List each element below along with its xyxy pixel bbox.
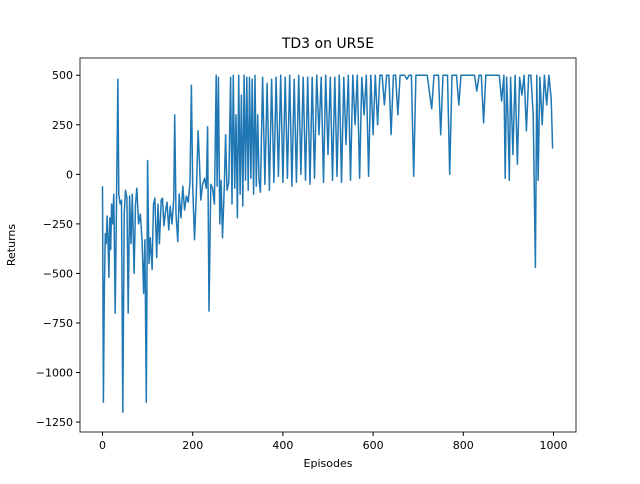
x-tick-label: 600 [363, 439, 384, 452]
x-axis-label: Episodes [304, 457, 353, 470]
line-series [101, 74, 554, 413]
chart-title: TD3 on UR5E [281, 36, 374, 52]
y-tick-label: −250 [43, 218, 73, 231]
y-tick-label: −1000 [36, 367, 73, 380]
y-tick-label: 500 [52, 69, 73, 82]
x-tick-label: 800 [453, 439, 474, 452]
y-tick-label: 0 [66, 168, 73, 181]
x-tick-label: 200 [182, 439, 203, 452]
x-tick-label: 400 [272, 439, 293, 452]
x-tick-label: 1000 [539, 439, 567, 452]
plot-frame [79, 57, 577, 433]
x-tick-label: 0 [99, 439, 106, 452]
y-tick-label: −750 [43, 317, 73, 330]
y-tick-label: −500 [43, 267, 73, 280]
y-axis-label: Returns [5, 224, 18, 267]
y-tick-label: −1250 [36, 416, 73, 429]
y-tick-label: 250 [52, 119, 73, 132]
